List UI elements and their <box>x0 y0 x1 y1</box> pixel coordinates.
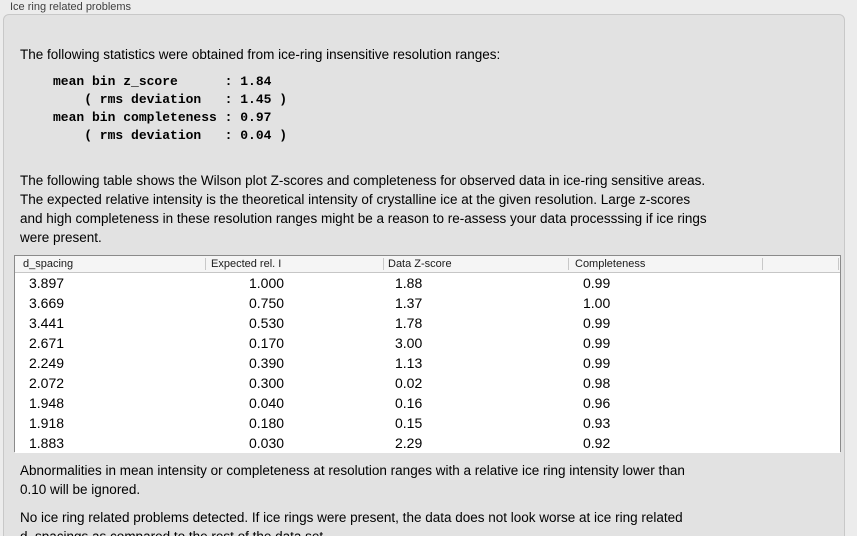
table-cell: 1.948 <box>29 395 65 411</box>
table-cell: 2.671 <box>29 335 65 351</box>
table-row[interactable]: 2.249 0.390 1.13 0.99 <box>15 353 840 373</box>
table-cell: 0.530 <box>249 315 285 331</box>
table-cell: 0.93 <box>583 415 611 431</box>
column-header-expected-rel-i[interactable]: Expected rel. I <box>211 258 282 270</box>
table-cell: 3.897 <box>29 275 65 291</box>
column-header-completeness[interactable]: Completeness <box>575 258 646 270</box>
conclusion-text: No ice ring related problems detected. I… <box>20 510 683 536</box>
header-divider <box>383 258 384 270</box>
table-cell: 3.669 <box>29 295 65 311</box>
table-row[interactable]: 1.948 0.040 0.16 0.96 <box>15 393 840 413</box>
table-cell: 1.918 <box>29 415 65 431</box>
column-header-data-z-score[interactable]: Data Z-score <box>388 258 452 270</box>
table-cell: 1.78 <box>395 315 423 331</box>
table-cell: 0.99 <box>583 315 611 331</box>
table-row[interactable]: 1.918 0.180 0.15 0.93 <box>15 413 840 433</box>
table-cell: 0.96 <box>583 395 611 411</box>
table-cell: 2.249 <box>29 355 65 371</box>
table-header-row: d_spacing Expected rel. I Data Z-score C… <box>15 256 840 273</box>
table-cell: 3.441 <box>29 315 65 331</box>
intro-text: The following statistics were obtained f… <box>20 47 501 62</box>
ice-ring-table: d_spacing Expected rel. I Data Z-score C… <box>14 255 841 453</box>
table-cell: 0.15 <box>395 415 423 431</box>
table-cell: 0.98 <box>583 375 611 391</box>
table-body: 3.897 1.000 1.88 0.99 3.669 0.750 1.37 1.00 3.44… <box>15 273 840 453</box>
table-cell: 1.883 <box>29 435 65 451</box>
table-cell: 0.040 <box>249 395 285 411</box>
table-cell: 1.37 <box>395 295 423 311</box>
table-cell: 0.750 <box>249 295 285 311</box>
table-cell: 2.072 <box>29 375 65 391</box>
stats-block: mean bin z_score : 1.84 ( rms deviation … <box>53 74 288 143</box>
table-cell: 0.390 <box>249 355 285 371</box>
header-divider <box>205 258 206 270</box>
ice-ring-panel: The following statistics were obtained f… <box>3 14 845 536</box>
column-header-d-spacing[interactable]: d_spacing <box>23 258 74 270</box>
table-cell: 0.92 <box>583 435 611 451</box>
header-divider <box>838 258 839 270</box>
table-row[interactable]: 3.441 0.530 1.78 0.99 <box>15 313 840 333</box>
table-row[interactable]: 3.669 0.750 1.37 1.00 <box>15 293 840 313</box>
table-cell: 0.99 <box>583 275 611 291</box>
panel-title: Ice ring related problems <box>10 1 132 13</box>
table-cell: 1.13 <box>395 355 423 371</box>
table-cell: 0.99 <box>583 335 611 351</box>
table-row[interactable]: 1.883 0.030 2.29 0.92 <box>15 433 840 453</box>
table-cell: 0.300 <box>249 375 285 391</box>
table-cell: 2.29 <box>395 435 423 451</box>
table-cell: 3.00 <box>395 335 423 351</box>
footnote-text: Abnormalities in mean intensity or compl… <box>20 463 685 497</box>
table-cell: 0.99 <box>583 355 611 371</box>
table-cell: 1.88 <box>395 275 423 291</box>
table-cell: 1.000 <box>249 275 285 291</box>
table-cell: 0.16 <box>395 395 423 411</box>
table-cell: 0.030 <box>249 435 285 451</box>
table-row[interactable]: 3.897 1.000 1.88 0.99 <box>15 273 840 293</box>
table-cell: 1.00 <box>583 295 611 311</box>
description-text: The following table shows the Wilson plo… <box>20 173 707 245</box>
table-cell: 0.02 <box>395 375 423 391</box>
header-divider <box>568 258 569 270</box>
table-row[interactable]: 2.671 0.170 3.00 0.99 <box>15 333 840 353</box>
header-divider <box>762 258 763 270</box>
table-row[interactable]: 2.072 0.300 0.02 0.98 <box>15 373 840 393</box>
table-cell: 0.180 <box>249 415 285 431</box>
table-cell: 0.170 <box>249 335 285 351</box>
